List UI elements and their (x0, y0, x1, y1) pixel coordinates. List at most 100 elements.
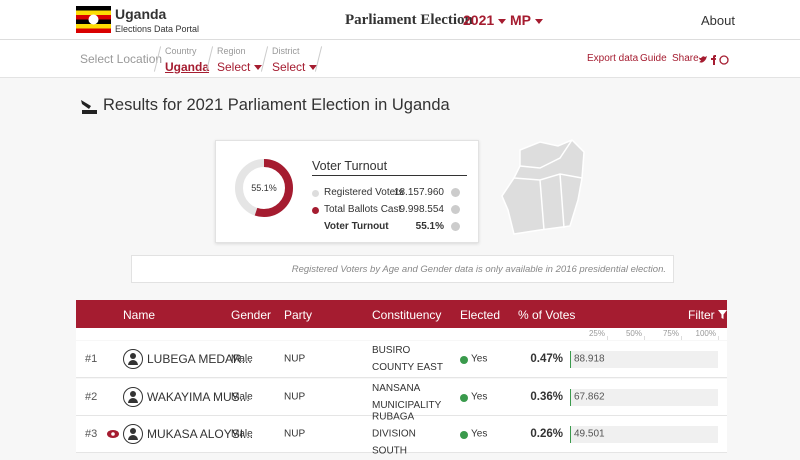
percent-label: 0.36% (530, 391, 563, 403)
flag (76, 6, 111, 33)
votes: 67.862 (574, 391, 605, 402)
party: NUP (284, 391, 305, 402)
about-link[interactable]: About (701, 13, 735, 28)
column-header[interactable]: Elected (460, 308, 500, 322)
gender: Male (231, 429, 253, 440)
year-select[interactable]: 2021 (463, 12, 506, 28)
legend-dot (312, 207, 319, 214)
elected-check (460, 431, 468, 439)
country-label: Country (165, 46, 197, 56)
column-header[interactable]: Party (284, 308, 312, 322)
rank: #1 (85, 353, 97, 365)
scale-tick (607, 336, 608, 340)
site-subtitle: Elections Data Portal (115, 24, 199, 34)
note-box: Registered Voters by Age and Gender data… (131, 255, 674, 283)
filter-label[interactable]: Filter (688, 308, 715, 322)
votes: 49.501 (574, 429, 605, 440)
percent-label: 0.47% (530, 353, 563, 365)
district-select[interactable]: Select (272, 60, 317, 74)
turnout-label: Voter Turnout (324, 221, 389, 232)
scale-label: 50% (614, 329, 642, 338)
avatar-head (130, 391, 136, 397)
portal: Uganda Elections Data Portal Parliament … (0, 0, 800, 450)
export-link[interactable]: Export data (587, 53, 638, 64)
scale-tick (718, 336, 719, 340)
country-select[interactable]: Uganda (165, 60, 209, 74)
rank: #2 (85, 391, 97, 403)
turnout-donut: 55.1% (233, 151, 295, 227)
avatar (123, 424, 143, 444)
info-icon (451, 188, 460, 197)
info-icon (451, 205, 460, 214)
results-title: Results for 2021 Parliament Election in … (103, 96, 450, 115)
filter-button[interactable]: Filter (688, 308, 727, 322)
turnout-label: Total Ballots Cast (324, 204, 401, 215)
elected-check (460, 356, 468, 364)
ballot-icon (79, 96, 99, 116)
page: Uganda Elections Data Portal { "header":… (0, 0, 800, 450)
avatar (123, 349, 143, 369)
divider (206, 46, 213, 71)
party: NUP (284, 429, 305, 440)
district-label: District (272, 46, 300, 56)
party: NUP (284, 354, 305, 365)
donut-label: 55.1% (251, 183, 277, 193)
filter-icon (718, 310, 727, 319)
election-type[interactable]: Parliament Election (345, 12, 473, 29)
region-label: Region (217, 46, 246, 56)
eye-icon[interactable] (107, 430, 119, 438)
avatar (123, 387, 143, 407)
scale-tick (681, 336, 682, 340)
legend-dot (312, 190, 319, 197)
scale-label: 25% (577, 329, 605, 338)
header: Uganda Elections Data Portal Parliament … (0, 0, 800, 40)
uganda-map[interactable] (500, 138, 590, 238)
guide-link[interactable]: Guide (640, 53, 667, 64)
avatar-body (128, 360, 138, 365)
scale-tick (644, 336, 645, 340)
divider (261, 46, 268, 71)
rank: #3 (85, 428, 97, 440)
percent-label: 0.26% (530, 428, 563, 440)
turnout-value: 18.157.960 (394, 187, 444, 198)
votes: 88.918 (574, 354, 605, 365)
column-header[interactable]: Name (123, 308, 155, 322)
info-icon (451, 222, 460, 231)
gender: Male (231, 354, 253, 365)
region-select[interactable]: Select (217, 60, 262, 74)
turnout-label: Registered Voters (324, 187, 404, 198)
turnout-value: 55.1% (416, 221, 444, 232)
column-header[interactable]: Gender (231, 308, 271, 322)
divider (315, 46, 322, 71)
column-header[interactable]: Constituency (372, 308, 441, 322)
avatar-body (128, 398, 138, 403)
elected: Yes (471, 354, 487, 365)
location-nav: Select Location Country Uganda Region Se… (0, 40, 800, 78)
constituency: BUSIRO COUNTY EAST (372, 342, 452, 376)
constituency: RUBAGA DIVISION SOUTH (372, 409, 452, 460)
level-select[interactable]: MP (510, 12, 543, 28)
share-label: Share (672, 53, 699, 64)
site-title[interactable]: Uganda (115, 6, 166, 22)
avatar-head (130, 353, 136, 359)
elected: Yes (471, 429, 487, 440)
avatar-body (128, 435, 138, 440)
elected-check (460, 394, 468, 402)
share-icons[interactable] (698, 54, 730, 66)
percent-bar (570, 351, 571, 368)
turnout-value: 9.998.554 (400, 204, 445, 215)
avatar-head (130, 428, 136, 434)
scale-label: 75% (651, 329, 679, 338)
percent-bar (570, 389, 571, 406)
turnout-title: Voter Turnout (312, 159, 387, 173)
select-location: Select Location (80, 52, 162, 66)
gender: Male (231, 391, 253, 402)
title-rule (312, 175, 467, 176)
column-header[interactable]: % of Votes (518, 308, 575, 322)
elected: Yes (471, 391, 487, 402)
scale-label: 100% (688, 329, 716, 338)
note: Registered Voters by Age and Gender data… (292, 264, 666, 275)
